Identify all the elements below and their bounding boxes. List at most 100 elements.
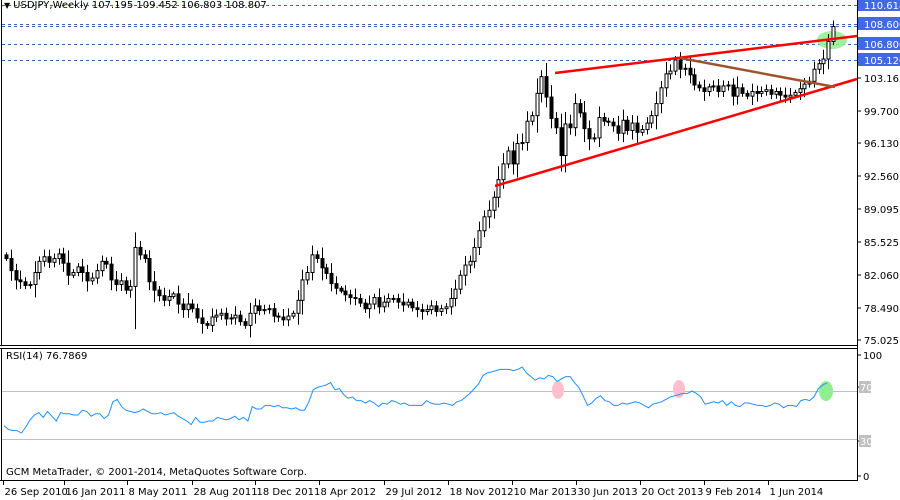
bullish-candle: [95, 270, 100, 279]
price-label: 103.165: [864, 74, 900, 85]
bearish-candle: [114, 279, 119, 286]
bullish-candle: [52, 258, 57, 263]
rsi-indicator: 100 70 30 0: [2, 351, 882, 483]
bearish-candle: [554, 117, 559, 129]
bullish-candle: [210, 316, 215, 326]
bullish-candle: [774, 91, 779, 95]
bullish-candle: [291, 312, 296, 317]
bullish-candle: [296, 299, 301, 314]
bearish-candle: [410, 301, 415, 309]
bullish-candle: [673, 59, 678, 72]
bullish-candle: [305, 271, 310, 281]
bearish-candle: [688, 67, 693, 76]
bullish-candle: [798, 88, 803, 93]
bearish-candle: [587, 128, 592, 140]
bullish-candle: [735, 87, 740, 97]
bearish-candle: [14, 270, 19, 281]
bearish-candle: [343, 290, 348, 296]
bearish-candle: [616, 125, 621, 134]
bearish-candle: [109, 263, 114, 281]
bearish-candle: [697, 84, 702, 89]
bearish-candle: [559, 127, 564, 157]
bullish-candle: [492, 196, 497, 211]
bullish-candle: [759, 91, 764, 94]
bearish-candle: [47, 256, 52, 263]
bearish-candle: [257, 305, 262, 312]
bearish-candle: [124, 280, 129, 291]
price-label-bg: [858, 37, 900, 50]
bearish-candle: [276, 315, 281, 318]
bearish-candle: [549, 96, 554, 119]
bullish-candle: [793, 91, 798, 96]
bullish-candle: [453, 288, 458, 299]
bullish-candle: [382, 301, 387, 308]
resistance-trendline: [554, 34, 858, 75]
price-label: 96.130: [864, 139, 899, 150]
bearish-candle: [582, 112, 587, 130]
bearish-candle: [755, 91, 760, 94]
trendlines: [494, 34, 858, 188]
bearish-candle: [625, 119, 630, 131]
rsi-level-label-bg: [859, 381, 871, 393]
bearish-candle: [716, 85, 721, 93]
bearish-candle: [85, 271, 90, 282]
bullish-candle: [33, 271, 38, 286]
price-axis: 110.618 108.600 106.800 105.120 103.165 99.70…: [857, 0, 900, 347]
bullish-candle: [802, 83, 807, 90]
bullish-candle: [496, 179, 501, 198]
bullish-candle: [621, 119, 626, 134]
bearish-candle: [190, 303, 195, 310]
price-label-bg: [858, 53, 900, 66]
bearish-candle: [66, 262, 71, 276]
price-label: 85.525: [864, 238, 899, 249]
time-label: 8 May 2011: [129, 487, 188, 498]
bearish-candle: [238, 314, 243, 323]
bullish-candle: [57, 253, 62, 260]
bullish-candle: [300, 279, 305, 301]
bullish-candle: [645, 122, 650, 131]
bullish-candle: [817, 63, 822, 70]
bearish-candle: [143, 254, 148, 260]
chart-menu-arrow-icon[interactable]: ▼: [4, 1, 11, 10]
bullish-candle: [649, 115, 654, 124]
bullish-candle: [253, 305, 258, 314]
bullish-candle: [233, 314, 238, 319]
bullish-candle: [429, 305, 434, 311]
bearish-candle: [315, 254, 320, 260]
price-label: 108.600: [864, 20, 900, 31]
bearish-candle: [511, 150, 516, 165]
bullish-candle: [391, 297, 396, 300]
bullish-candle: [788, 94, 793, 98]
rsi-level-label: 0: [863, 472, 869, 483]
bullish-candle: [449, 297, 454, 308]
bearish-candle: [544, 76, 549, 98]
bearish-candle: [635, 122, 640, 133]
bullish-candle: [477, 230, 482, 248]
bearish-candle: [152, 281, 157, 291]
time-label: 26 Sep 2010: [5, 487, 68, 498]
bearish-candle: [205, 323, 210, 326]
time-label: 18 Dec 2011: [257, 487, 321, 498]
bearish-candle: [602, 116, 607, 122]
bullish-candle: [214, 314, 219, 318]
bullish-candle: [539, 76, 544, 94]
price-label: 92.560: [864, 172, 899, 183]
bullish-candle: [37, 260, 42, 273]
time-label: 29 Jul 2012: [386, 487, 443, 498]
price-label: 78.490: [864, 304, 899, 315]
bullish-candle: [262, 309, 267, 312]
bullish-candle: [406, 301, 411, 306]
bearish-candle: [272, 308, 277, 317]
bullish-candle: [186, 303, 191, 311]
price-label: 75.025: [864, 336, 899, 347]
bearish-candle: [329, 272, 334, 285]
bullish-candle: [525, 120, 530, 144]
bullish-candle: [444, 306, 449, 310]
bearish-candle: [4, 254, 9, 260]
bearish-candle: [138, 246, 143, 256]
bearish-candle: [61, 253, 66, 264]
bullish-candle: [764, 89, 769, 93]
bullish-candle: [654, 103, 659, 117]
price-label: 99.700: [864, 107, 899, 118]
